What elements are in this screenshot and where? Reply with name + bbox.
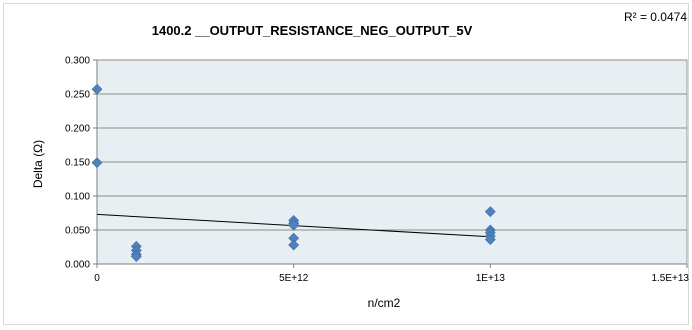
tick-labels: 0.000 0.050 0.100 0.150 0.200 0.250 0.300 0 5E+1… <box>65 56 689 285</box>
r-squared-label: R² = 0.0474 <box>624 10 687 24</box>
y-tick-label: 0.000 <box>65 260 90 271</box>
x-tick-label: 0 <box>94 273 100 284</box>
x-tick-label: 1.5E+13 <box>651 273 689 284</box>
chart-title: 1400.2 __OUTPUT_RESISTANCE_NEG_OUTPUT_5V <box>152 23 473 38</box>
data-point <box>91 157 103 169</box>
data-point <box>484 206 496 218</box>
x-axis-title: n/cm2 <box>368 296 401 310</box>
y-axis-title: Delta (Ω) <box>31 140 45 188</box>
y-tick-label: 0.050 <box>65 226 90 237</box>
data-point <box>288 239 300 251</box>
data-point <box>288 219 300 231</box>
chart-svg: 0.000 0.050 0.100 0.150 0.200 0.250 0.300 0 5E+1… <box>31 10 689 310</box>
data-point <box>484 234 496 245</box>
data-points <box>91 83 496 262</box>
y-tick-label: 0.250 <box>65 90 90 101</box>
chart-frame: 0.000 0.050 0.100 0.150 0.200 0.250 0.300 0 5E+1… <box>3 3 689 325</box>
y-tick-label: 0.300 <box>65 56 90 67</box>
y-tick-label: 0.150 <box>65 158 90 169</box>
x-tick-label: 1E+13 <box>476 273 506 284</box>
data-point <box>91 83 103 95</box>
y-tick-label: 0.100 <box>65 192 90 203</box>
x-tick-label: 5E+12 <box>279 273 309 284</box>
data-point <box>130 251 142 262</box>
y-tick-label: 0.200 <box>65 124 90 135</box>
